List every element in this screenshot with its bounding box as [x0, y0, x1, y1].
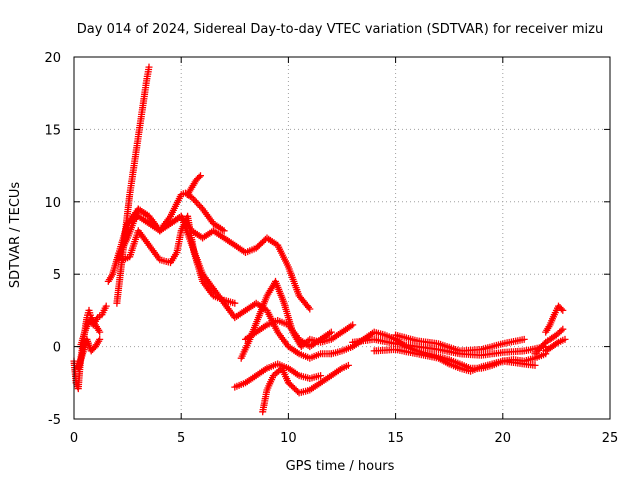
data-point-markers [259, 361, 352, 416]
series-night-d [392, 331, 528, 355]
x-axis-ticks: 0 5 10 15 20 25 [70, 57, 618, 446]
data-point-markers [242, 317, 335, 351]
data-series [70, 63, 569, 416]
series-steep-rise [113, 63, 153, 307]
series-sat-g [242, 317, 335, 351]
data-point-markers [124, 205, 335, 362]
series-end-b [531, 325, 567, 358]
data-point-markers [76, 302, 110, 351]
series-end-c [542, 335, 569, 355]
grid [74, 57, 610, 419]
data-point-markers [542, 302, 567, 336]
y-tick-label: 5 [53, 268, 61, 283]
data-point-markers [542, 335, 569, 355]
data-point-markers [74, 335, 104, 372]
series-end-a [542, 302, 567, 336]
series-sat-d [124, 205, 335, 362]
plot-frame [73, 56, 611, 420]
x-tick-label: 0 [70, 431, 78, 446]
x-tick-label: 15 [387, 431, 404, 446]
chart-title: Day 014 of 2024, Sidereal Day-to-day VTE… [77, 22, 603, 37]
series-sat-i [259, 361, 352, 416]
y-tick-label: 20 [44, 51, 61, 66]
series-night-c [370, 346, 539, 375]
data-point-markers [370, 346, 539, 375]
data-point-markers [231, 360, 325, 391]
series-sat-h [231, 360, 325, 391]
x-tick-label: 25 [602, 431, 619, 446]
x-tick-label: 10 [280, 431, 297, 446]
series-early-c [74, 335, 104, 372]
y-tick-label: -5 [48, 413, 61, 428]
y-tick-label: 10 [44, 196, 61, 211]
series-sat-e [184, 172, 204, 199]
y-axis-ticks: -5 0 5 10 15 20 [44, 51, 610, 428]
data-point-markers [531, 325, 567, 358]
data-point-markers [113, 63, 153, 307]
data-point-markers [184, 172, 204, 199]
data-point-markers [392, 331, 528, 355]
y-tick-label: 15 [44, 123, 61, 138]
x-tick-label: 5 [177, 431, 185, 446]
x-tick-label: 20 [495, 431, 512, 446]
series-early-b [76, 302, 110, 351]
y-axis-label: SDTVAR / TECUs [8, 182, 23, 289]
x-axis-label: GPS time / hours [286, 459, 395, 474]
y-tick-label: 0 [53, 341, 61, 356]
